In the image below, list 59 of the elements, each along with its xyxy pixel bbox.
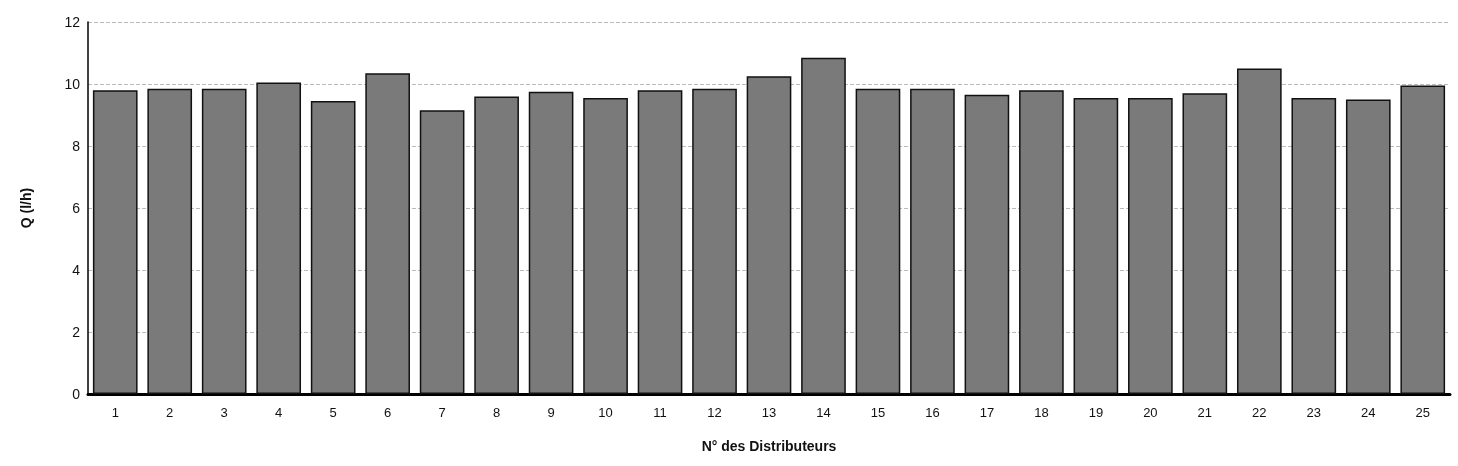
x-tick-label: 8: [492, 405, 501, 420]
bar: [910, 88, 955, 394]
x-tick-label: 12: [707, 405, 722, 420]
bar: [1236, 68, 1282, 394]
x-tick-label: 15: [870, 405, 886, 420]
bar: [964, 94, 1010, 394]
y-tick-label: 10: [64, 76, 81, 92]
x-tick-label: 14: [816, 405, 831, 420]
x-tick-label: 3: [220, 405, 228, 420]
x-tick-label: 17: [979, 405, 995, 420]
bar: [746, 76, 792, 394]
x-tick-label: 20: [1143, 405, 1158, 420]
bar: [474, 96, 519, 394]
bar: [1019, 90, 1064, 394]
x-tick-label: 9: [547, 405, 555, 420]
bar: [583, 97, 628, 394]
bar: [855, 88, 901, 394]
x-tick-label: 11: [653, 405, 667, 420]
x-tick-label: 6: [384, 405, 392, 420]
bar: [692, 88, 737, 394]
y-tick-label: 12: [64, 14, 81, 30]
x-tick-label: 2: [166, 405, 174, 420]
bar: [1291, 97, 1337, 394]
x-tick-label: 24: [1361, 405, 1376, 420]
bar: [1128, 97, 1173, 394]
y-tick-label: 0: [72, 386, 81, 402]
x-tick-label: 21: [1197, 405, 1213, 420]
bar: [801, 57, 846, 394]
y-tick-label: 8: [72, 138, 81, 154]
bar: [1182, 93, 1228, 394]
x-tick-label: 22: [1252, 405, 1267, 420]
x-tick-label: 1: [111, 405, 119, 420]
y-axis-title: Q (l/h): [18, 187, 34, 229]
x-tick-label: 5: [329, 405, 337, 420]
bar: [419, 110, 465, 394]
bar: [1345, 99, 1391, 394]
bar: [1400, 85, 1446, 394]
bar: [365, 73, 410, 394]
y-tick-label: 6: [72, 200, 81, 216]
bar: [147, 88, 193, 394]
bar: [310, 101, 356, 394]
y-tick-label: 2: [72, 324, 81, 340]
bar: [637, 90, 683, 394]
bar: [528, 91, 574, 394]
x-tick-label: 13: [761, 405, 777, 420]
x-tick-label: 18: [1034, 405, 1049, 420]
bar: [92, 90, 138, 394]
x-tick-label: 25: [1415, 405, 1430, 420]
x-tick-label: 7: [438, 405, 446, 420]
x-tick-label: 19: [1088, 405, 1104, 420]
bar: [1073, 97, 1119, 394]
bar: [256, 82, 302, 394]
x-tick-label: 16: [925, 405, 940, 420]
x-tick-label: 23: [1306, 405, 1322, 420]
x-tick-label: 10: [598, 405, 613, 420]
y-tick-label: 4: [72, 262, 81, 278]
bar: [201, 88, 247, 394]
x-axis-title: N° des Distributeurs: [701, 438, 837, 454]
x-tick-label: 4: [275, 405, 283, 420]
